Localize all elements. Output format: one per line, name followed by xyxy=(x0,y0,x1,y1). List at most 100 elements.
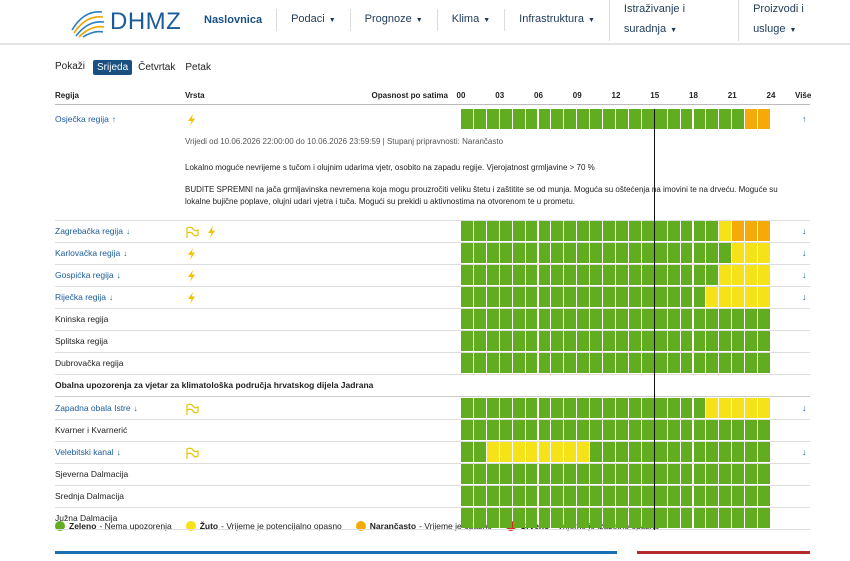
menu-label: Klima xyxy=(451,13,480,25)
hour-cell xyxy=(706,309,719,329)
hour-cell xyxy=(616,309,628,329)
hour-cell xyxy=(551,221,564,241)
hour-label: 21 xyxy=(727,91,737,100)
hour-cell xyxy=(538,243,551,263)
hour-cell xyxy=(641,221,654,241)
region-label: Gospićka regija xyxy=(55,270,114,280)
hour-cell xyxy=(525,243,538,263)
hour-cell xyxy=(473,331,486,351)
logo-text[interactable]: DHMZ xyxy=(110,8,182,35)
hour-cell xyxy=(564,442,577,462)
hour-cell xyxy=(512,265,525,285)
dropdown-caret: ▼ xyxy=(415,17,423,24)
hour-cell xyxy=(512,287,525,307)
day-tab[interactable]: Srijeda xyxy=(93,60,133,75)
more-arrow[interactable]: ↓ xyxy=(802,292,807,302)
hour-cell xyxy=(745,353,758,373)
menu-item[interactable]: Prognoze ▼ xyxy=(349,9,437,31)
menu-item[interactable]: Istraživanje i suradnja ▼ xyxy=(608,0,738,41)
hour-cell xyxy=(758,486,770,506)
toggle-arrow: ↓ xyxy=(126,227,131,236)
hour-cell xyxy=(499,287,512,307)
more-arrow[interactable]: ↓ xyxy=(802,226,807,236)
region-name[interactable]: Zagrebačka regija ↓ xyxy=(55,226,130,236)
hour-cell xyxy=(577,442,590,462)
hour-cell xyxy=(551,265,564,285)
column-region: Regija xyxy=(55,91,80,100)
hour-cell xyxy=(577,331,590,351)
hour-cell xyxy=(745,287,758,307)
hour-cell xyxy=(719,420,732,440)
hour-cell xyxy=(719,287,732,307)
menu-item[interactable]: Podaci ▼ xyxy=(276,9,350,31)
hour-cell xyxy=(512,221,525,241)
region-name[interactable]: Karlovačka regija ↓ xyxy=(55,248,127,258)
wind-icon xyxy=(186,447,199,459)
hour-cell xyxy=(616,442,628,462)
region-name[interactable]: Velebitski kanal ↓ xyxy=(55,447,121,457)
row-rule xyxy=(55,529,810,530)
region-name[interactable]: Riječka regija ↓ xyxy=(55,292,113,302)
wind-icon xyxy=(186,226,199,238)
hour-cell xyxy=(486,508,499,528)
hour-cell xyxy=(732,309,745,329)
more-arrow[interactable]: ↑ xyxy=(802,114,807,124)
menu-item[interactable]: Naslovnica xyxy=(190,10,276,30)
more-arrow[interactable]: ↓ xyxy=(802,403,807,413)
region-name[interactable]: Gospićka regija ↓ xyxy=(55,270,121,280)
hour-cell xyxy=(603,353,615,373)
hour-cell xyxy=(577,109,590,129)
row-rule xyxy=(55,463,810,464)
hour-cell xyxy=(719,353,732,373)
hour-cell xyxy=(564,486,577,506)
hour-cell xyxy=(551,109,564,129)
hour-cell xyxy=(512,243,525,263)
hour-cell xyxy=(680,464,693,484)
day-tab[interactable]: Petak xyxy=(185,62,211,73)
menu-item[interactable]: Proizvodi i usluge ▼ xyxy=(738,0,850,41)
region-label: Splitska regija xyxy=(55,336,108,346)
menu-label: Proizvodi i usluge xyxy=(753,3,804,35)
hour-cell xyxy=(628,287,641,307)
hour-cell xyxy=(512,109,525,129)
menu-label: Prognoze xyxy=(364,13,412,25)
hour-cell xyxy=(641,309,654,329)
validity: Vrijedi od 10.06.2026 22:00:00 do 10.06.… xyxy=(185,137,504,146)
more-arrow[interactable]: ↓ xyxy=(802,447,807,457)
region-name[interactable]: Zapadna obala Istre ↓ xyxy=(55,403,138,413)
hour-cell xyxy=(693,221,706,241)
hour-cell xyxy=(577,486,590,506)
region-name: Južna Dalmacija xyxy=(55,513,117,523)
hour-cell xyxy=(538,508,551,528)
hour-cell xyxy=(538,420,551,440)
region-name[interactable]: Osječka regija ↑ xyxy=(55,114,116,124)
hour-cell xyxy=(473,243,486,263)
hour-cell xyxy=(603,265,615,285)
hour-cell xyxy=(719,265,732,285)
hour-cell xyxy=(616,265,628,285)
hour-cell xyxy=(577,309,590,329)
day-tab[interactable]: Četvrtak xyxy=(138,62,176,73)
legend-item: Zeleno - Nema upozorenja xyxy=(55,521,172,531)
hour-cell xyxy=(551,309,564,329)
hour-cell xyxy=(551,420,564,440)
hour-cell xyxy=(473,508,486,528)
hour-cell xyxy=(551,464,564,484)
hour-cell xyxy=(564,109,577,129)
more-arrow[interactable]: ↓ xyxy=(802,270,807,280)
menu-item[interactable]: Infrastruktura ▼ xyxy=(504,9,609,31)
hour-cell xyxy=(538,265,551,285)
menu-item[interactable]: Klima ▼ xyxy=(436,9,504,31)
hour-cell xyxy=(706,398,719,418)
hour-cell xyxy=(628,464,641,484)
hour-cell xyxy=(577,221,590,241)
row-rule xyxy=(55,485,810,486)
hour-cell xyxy=(512,309,525,329)
hour-cell xyxy=(461,243,473,263)
more-arrow[interactable]: ↓ xyxy=(802,248,807,258)
hour-cell xyxy=(551,442,564,462)
hour-cell xyxy=(499,442,512,462)
current-time-line xyxy=(653,109,656,530)
hour-cell xyxy=(706,265,719,285)
wind-icon xyxy=(186,403,199,415)
